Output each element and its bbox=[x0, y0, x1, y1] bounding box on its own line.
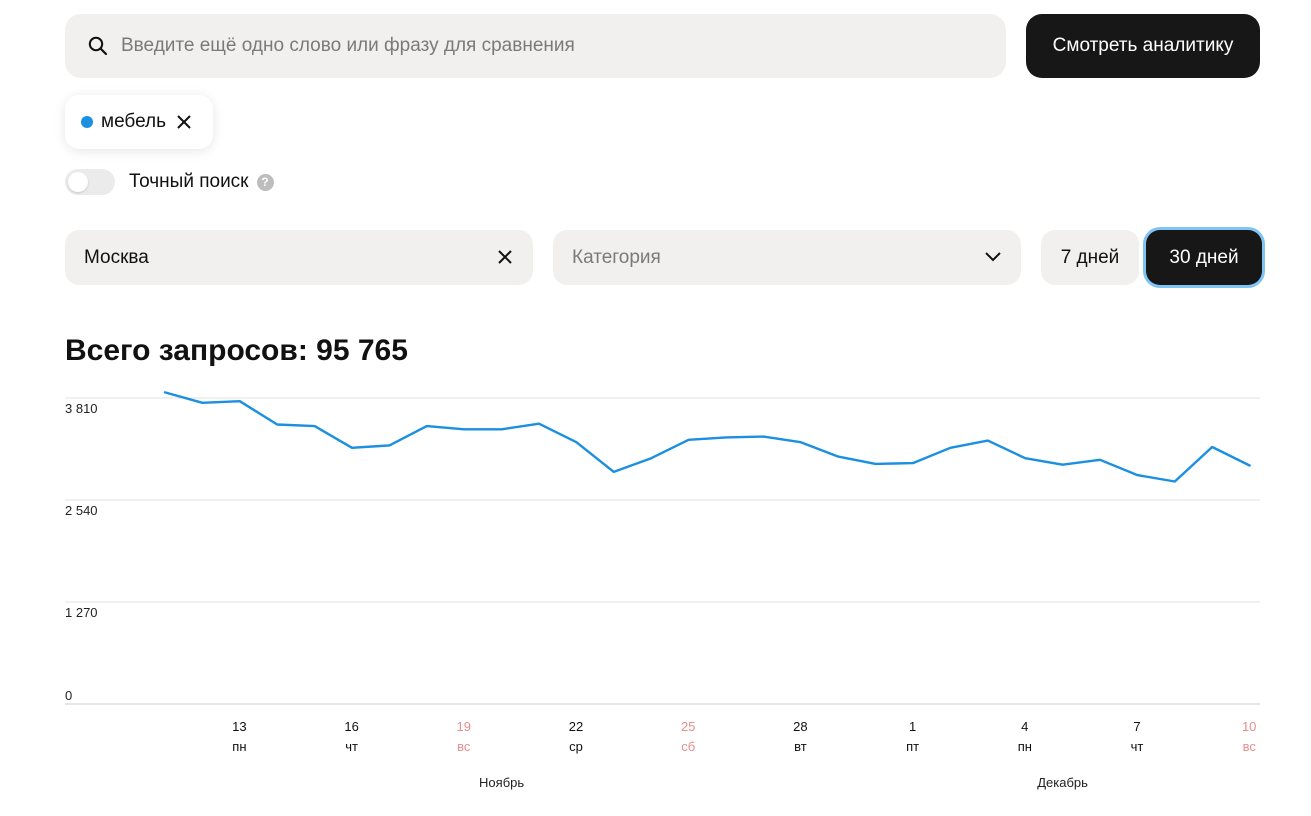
x-tick-day: 7 bbox=[1133, 719, 1140, 734]
y-tick-label: 2 540 bbox=[65, 503, 98, 518]
x-tick-weekday: чт bbox=[1131, 739, 1144, 754]
x-tick-day: 22 bbox=[569, 719, 583, 734]
exact-search-label: Точный поиск bbox=[129, 171, 249, 192]
city-value: Москва bbox=[84, 246, 149, 268]
x-tick-day: 28 bbox=[793, 719, 807, 734]
keyword-chip: мебель bbox=[65, 95, 213, 149]
category-select[interactable]: Категория bbox=[553, 230, 1021, 285]
y-tick-label: 0 bbox=[65, 688, 72, 703]
view-analytics-button[interactable]: Смотреть аналитику bbox=[1026, 14, 1260, 78]
x-tick-weekday: пт bbox=[906, 739, 919, 754]
x-tick-weekday: ср bbox=[569, 739, 583, 754]
chevron-down-icon[interactable] bbox=[983, 247, 1003, 267]
x-tick-weekday: сб bbox=[681, 739, 695, 754]
x-tick-day: 19 bbox=[457, 719, 471, 734]
close-icon[interactable] bbox=[174, 112, 194, 132]
search-icon bbox=[87, 35, 109, 57]
search-input[interactable] bbox=[121, 35, 961, 57]
y-tick-label: 1 270 bbox=[65, 605, 98, 620]
category-placeholder: Категория bbox=[572, 246, 661, 268]
x-tick-day: 13 bbox=[232, 719, 246, 734]
clear-city-icon[interactable] bbox=[495, 247, 515, 267]
x-month-label: Ноябрь bbox=[479, 775, 524, 790]
x-tick-day: 4 bbox=[1021, 719, 1028, 734]
help-icon[interactable]: ? bbox=[256, 173, 274, 191]
x-tick-weekday: чт bbox=[345, 739, 358, 754]
series-line bbox=[163, 391, 1251, 483]
city-field[interactable]: Москва bbox=[65, 230, 533, 285]
period-7-days-button[interactable]: 7 дней bbox=[1041, 230, 1139, 285]
x-tick-day: 16 bbox=[344, 719, 358, 734]
x-tick-weekday: вс bbox=[1243, 739, 1257, 754]
x-tick-weekday: пн bbox=[232, 739, 246, 754]
total-requests-title: Всего запросов: 95 765 bbox=[65, 334, 408, 367]
search-bar[interactable] bbox=[65, 14, 1006, 78]
x-tick-weekday: вс bbox=[457, 739, 471, 754]
period-30-days-button[interactable]: 30 дней bbox=[1146, 230, 1262, 285]
x-tick-day: 25 bbox=[681, 719, 695, 734]
x-tick-day: 10 bbox=[1242, 719, 1256, 734]
keyword-chip-label: мебель bbox=[101, 111, 167, 132]
exact-search-row: Точный поиск ? bbox=[65, 169, 274, 195]
y-tick-label: 3 810 bbox=[65, 401, 98, 416]
x-month-label: Декабрь bbox=[1037, 775, 1088, 790]
toggle-knob bbox=[68, 172, 88, 192]
requests-chart: 0 1 270 2 540 3 810 13 пн 16 чт 19 вс 22 ср 25 сб 28 вт… bbox=[65, 391, 1260, 790]
exact-search-toggle[interactable] bbox=[65, 169, 115, 195]
x-tick-day: 1 bbox=[909, 719, 916, 734]
x-tick-weekday: вт bbox=[794, 739, 807, 754]
series-color-dot bbox=[81, 116, 93, 128]
x-tick-weekday: пн bbox=[1018, 739, 1032, 754]
